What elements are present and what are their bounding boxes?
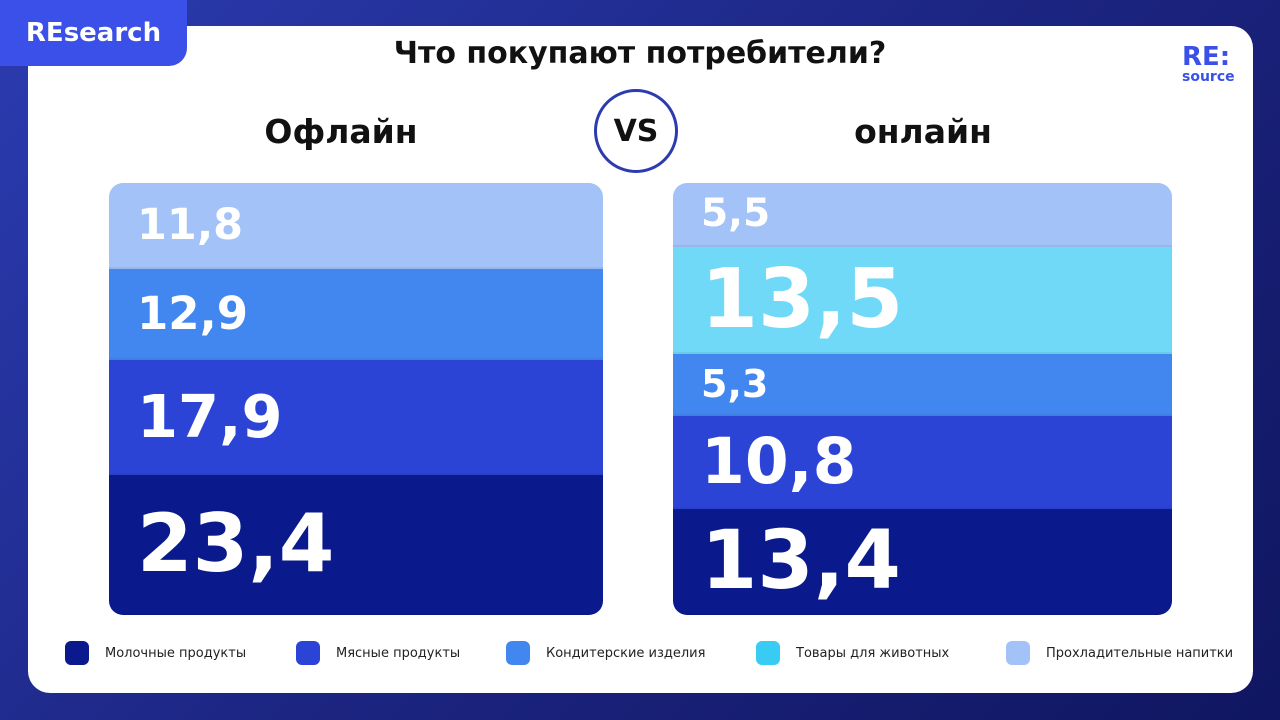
legend-swatch [1006, 641, 1030, 665]
page-title: Что покупают потребители? [393, 36, 887, 71]
value-label: 5,3 [701, 362, 769, 407]
segment-1-0: 17,9 [109, 359, 603, 475]
segment-1-1: 10,8 [673, 416, 1172, 509]
legend-swatch [296, 641, 320, 665]
segment-0-0: 23,4 [109, 474, 603, 615]
value-label: 23,4 [137, 497, 335, 591]
resource-logo: RE: source [1182, 42, 1235, 85]
legend-item: Прохладительные напитки [1006, 641, 1233, 665]
value-label: 10,8 [701, 425, 857, 499]
research-badge: REsearch [0, 0, 187, 66]
legend-item: Мясные продукты [296, 641, 460, 665]
segment-3-1: 13,5 [673, 246, 1172, 354]
legend-label: Товары для животных [796, 645, 950, 661]
legend-label: Кондитерские изделия [546, 645, 706, 661]
segment-0-1: 13,4 [673, 508, 1172, 615]
value-label: 5,5 [701, 191, 771, 237]
value-label: 13,5 [701, 251, 904, 347]
legend-item: Молочные продукты [65, 641, 246, 665]
online-heading: онлайн [854, 112, 992, 151]
segment-4-1: 5,5 [673, 183, 1172, 247]
legend-label: Мясные продукты [336, 645, 461, 661]
value-label: 17,9 [137, 381, 283, 451]
segment-4-0: 11,8 [109, 183, 603, 269]
value-label: 11,8 [137, 199, 244, 250]
legend-swatch [756, 641, 780, 665]
vs-circle: VS [594, 89, 678, 173]
segment-2-0: 12,9 [109, 268, 603, 360]
legend-label: Молочные продукты [105, 645, 247, 661]
offline-heading: Офлайн [264, 112, 418, 151]
online-stack: 5,5 13,5 5,3 10,8 13,4 [673, 183, 1172, 615]
legend-swatch [65, 641, 89, 665]
legend-item: Кондитерские изделия [506, 641, 705, 665]
segment-2-1: 5,3 [673, 353, 1172, 417]
value-label: 12,9 [137, 286, 249, 340]
value-label: 13,4 [701, 513, 901, 608]
legend-swatch [506, 641, 530, 665]
legend-label: Прохладительные напитки [1046, 645, 1234, 661]
offline-stack: 11,8 12,9 17,9 23,4 [109, 183, 603, 615]
legend-item: Товары для животных [756, 641, 949, 665]
